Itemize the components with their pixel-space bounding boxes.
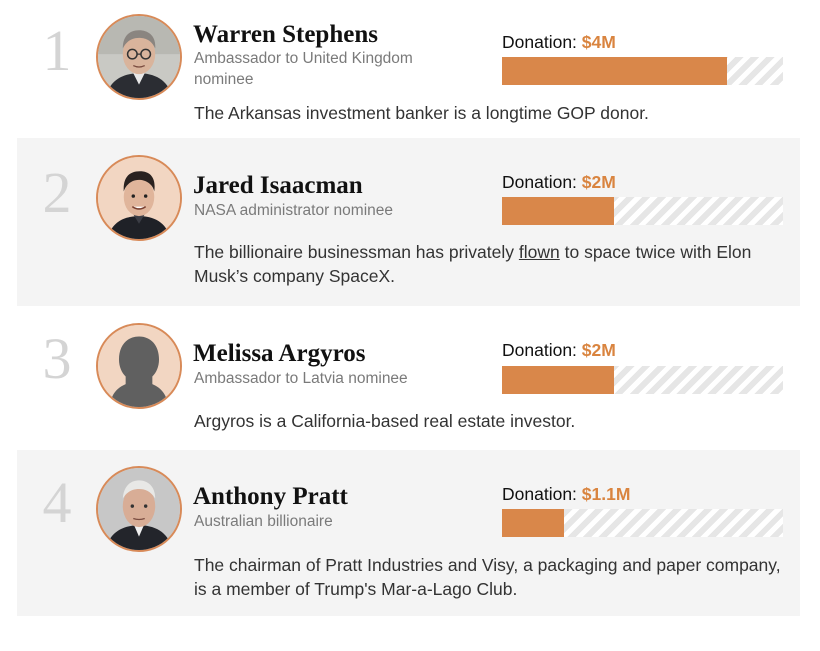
donation-bar — [502, 366, 783, 394]
donation-label: Donation: $1.1M — [502, 483, 630, 505]
donation-bar — [502, 57, 783, 85]
person-description: Argyros is a California-based real estat… — [194, 409, 784, 433]
donation-prefix: Donation: — [502, 340, 582, 360]
person-photo-icon — [96, 466, 182, 552]
rank-number: 1 — [42, 18, 72, 83]
donation-bar — [502, 197, 783, 225]
person-description: The billionaire businessman has privatel… — [194, 240, 784, 288]
rank-number: 4 — [42, 470, 72, 535]
donation-bar-fill — [502, 509, 564, 537]
person-photo-icon — [96, 14, 182, 100]
donation-amount: $4M — [581, 32, 616, 52]
donation-prefix: Donation: — [502, 32, 582, 52]
donation-label: Donation: $2M — [502, 171, 616, 193]
person-name: Jared Isaacman — [193, 172, 363, 199]
donation-label: Donation: $4M — [502, 31, 616, 53]
person-name: Warren Stephens — [193, 21, 378, 48]
nominee-row: 2 Jared Isaacman NASA administrator nomi… — [17, 138, 800, 306]
description-text: Argyros is a California-based real estat… — [194, 411, 576, 431]
donation-amount: $2M — [581, 172, 616, 192]
person-photo-icon — [96, 155, 182, 241]
nominee-row: 4 Anthony Pratt Australian billionaire D… — [17, 450, 800, 616]
donation-bar-fill — [502, 57, 727, 85]
donation-amount: $1.1M — [581, 484, 631, 504]
donation-bar — [502, 509, 783, 537]
nominee-row: 1 Warren Stephens Ambassador to United K… — [17, 0, 800, 138]
donation-bar-fill — [502, 366, 615, 394]
donation-amount: $2M — [581, 340, 616, 360]
silhouette-placeholder-icon — [96, 323, 182, 409]
person-description: The chairman of Pratt Industries and Vis… — [194, 553, 784, 601]
rank-number: 2 — [42, 160, 72, 225]
person-role: NASA administrator nominee — [194, 202, 394, 219]
rank-number: 3 — [42, 326, 72, 391]
person-description: The Arkansas investment banker is a long… — [194, 101, 784, 125]
person-role: Ambassador to Latvia nominee — [194, 370, 408, 387]
donation-label: Donation: $2M — [502, 339, 616, 361]
person-role: Australian billionaire — [194, 513, 333, 530]
nominee-row: 3 Melissa Argyros Ambassador to Latvia n… — [17, 306, 800, 450]
description-text: The Arkansas investment banker is a long… — [194, 103, 649, 123]
person-role: Ambassador to United Kingdom nominee — [194, 50, 413, 88]
description-text: The billionaire businessman has privatel… — [194, 242, 519, 262]
person-name: Melissa Argyros — [193, 340, 366, 367]
donor-nominee-list: 1 Warren Stephens Ambassador to United K… — [17, 0, 800, 616]
description-text-end: to space twice with Elon Musk’s company … — [194, 242, 752, 286]
person-name: Anthony Pratt — [193, 483, 348, 510]
donation-prefix: Donation: — [502, 484, 582, 504]
flown-link[interactable]: flown — [518, 242, 560, 262]
donation-bar-fill — [502, 197, 615, 225]
description-text: The chairman of Pratt Industries and Vis… — [194, 555, 781, 599]
donation-prefix: Donation: — [502, 172, 582, 192]
